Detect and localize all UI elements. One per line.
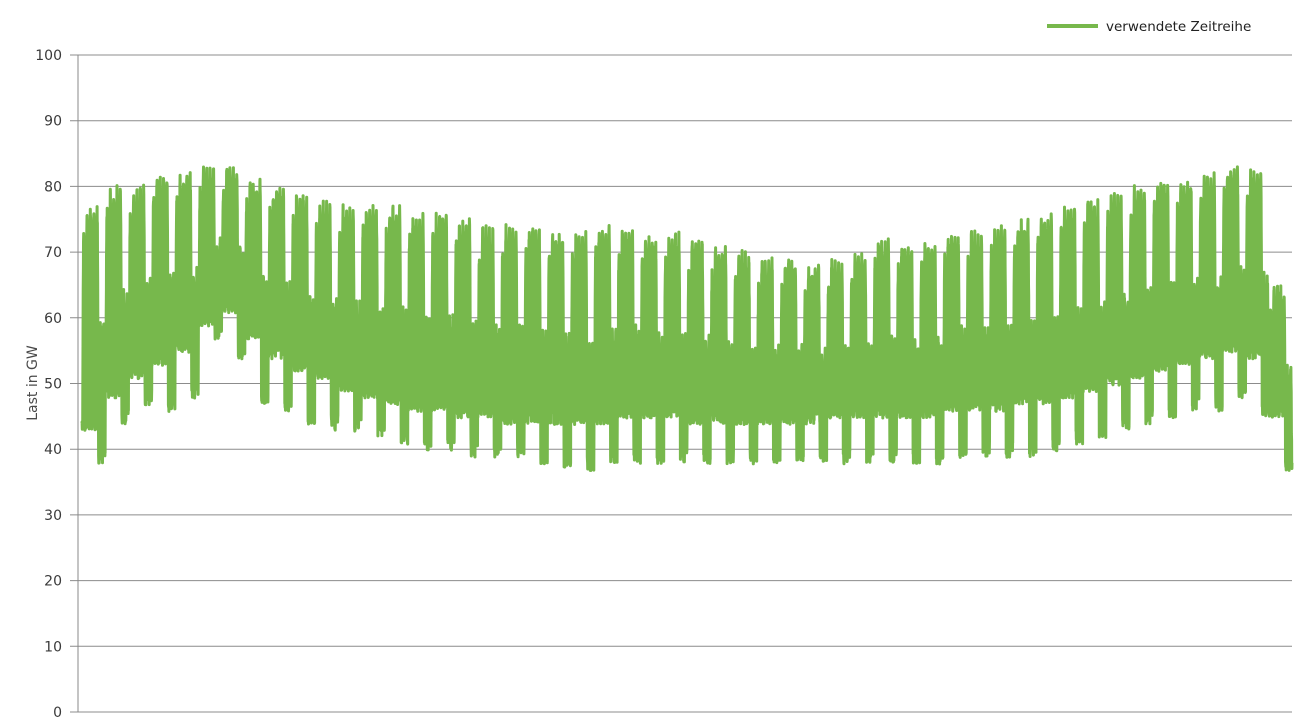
legend: verwendete Zeitreihe	[1047, 19, 1251, 35]
y-tick-label: 30	[44, 508, 62, 524]
y-tick-label: 100	[35, 48, 62, 64]
y-tick-label: 20	[44, 574, 62, 590]
y-tick-labels: 0 10 20 30 40 50 60 70 80 90 100	[35, 48, 62, 718]
series-line-verwendete-zeitreihe	[80, 165, 1294, 472]
y-axis-title: Last in GW	[25, 345, 41, 421]
y-tick-label: 60	[44, 311, 62, 327]
y-tick-label: 90	[44, 114, 62, 130]
y-tick-label: 0	[53, 705, 62, 718]
legend-label: verwendete Zeitreihe	[1106, 19, 1251, 35]
y-tick-label: 70	[44, 245, 62, 261]
y-tick-label: 40	[44, 442, 62, 458]
y-tick-label: 10	[44, 639, 62, 655]
y-tick-label: 80	[44, 179, 62, 195]
y-tick-label: 50	[44, 377, 62, 393]
